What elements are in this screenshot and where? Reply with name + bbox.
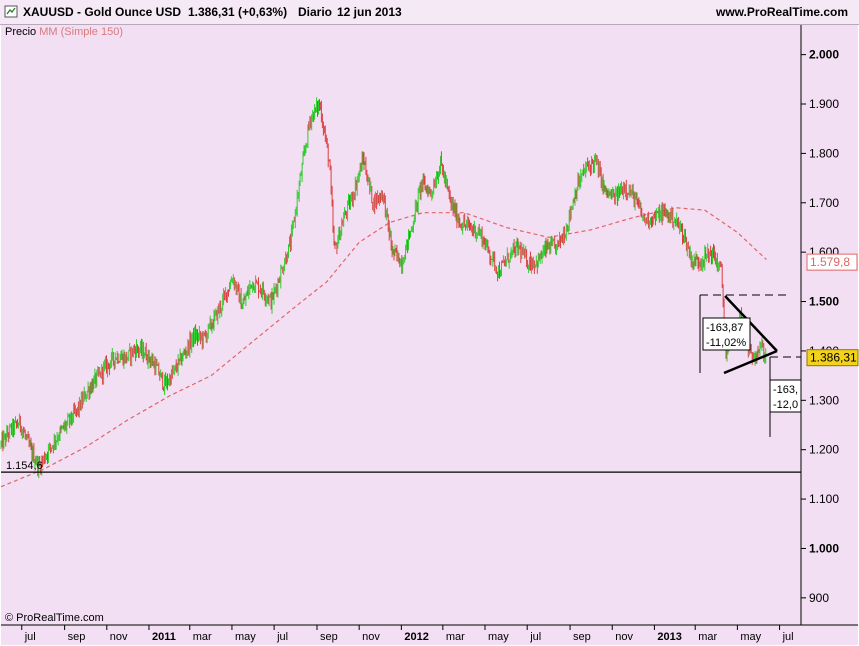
x-tick-label: nov — [615, 631, 633, 643]
x-tick-label: sep — [68, 631, 86, 643]
ma-price-badge-label: 1.579,8 — [810, 255, 850, 269]
x-tick-label: nov — [110, 631, 128, 643]
ma-price-badge — [806, 253, 858, 271]
plot-background — [1, 25, 801, 625]
x-axis: jul sep nov 2011 mar may jul sep nov 2012 mar may ju… — [21, 625, 794, 643]
y-tick-label: 1.500 — [809, 295, 839, 309]
x-tick-label: nov — [362, 631, 380, 643]
annotation-2-line-1: -163, — [773, 384, 798, 396]
site-label: www.ProRealTime.com — [716, 5, 849, 19]
x-tick-label: 2012 — [404, 631, 428, 643]
y-tick-label: 2.000 — [809, 48, 839, 62]
copyright: © ProRealTime.com — [5, 612, 104, 624]
x-tick-label: 2013 — [657, 631, 681, 643]
x-tick-label: mar — [446, 631, 465, 643]
y-tick-label: 900 — [809, 591, 829, 605]
y-tick-label: 1.700 — [809, 196, 839, 210]
x-tick-label: may — [740, 631, 761, 643]
x-tick-label: jul — [24, 631, 36, 643]
x-tick-label: may — [235, 631, 256, 643]
x-tick-label: jul — [782, 631, 794, 643]
y-tick-label: 1.000 — [809, 541, 839, 555]
chart-header: XAUUSD - Gold Ounce USD 1.386,31 (+0,63%… — [0, 0, 859, 25]
x-tick-label: 2011 — [152, 631, 176, 643]
x-tick-label: may — [488, 631, 509, 643]
price-change: 1.386,31 (+0,63%) — [188, 5, 288, 19]
y-axis-panel — [801, 25, 858, 625]
symbol-icon — [4, 5, 18, 19]
support-line-label: 1.154,6 — [6, 460, 43, 472]
date-label: 12 jun 2013 — [337, 5, 402, 19]
annotation-box-2 — [769, 379, 802, 413]
y-tick-label: 1.800 — [809, 146, 839, 160]
last-price-badge-label: 1.386,31 — [810, 351, 857, 365]
symbol-title: XAUUSD - Gold Ounce USD — [23, 5, 182, 19]
y-axis: 2.0001.9001.8001.7001.6001.5001.4001.300… — [801, 48, 839, 605]
x-axis-panel — [1, 625, 858, 645]
legend: Precio MM (Simple 150) — [5, 26, 123, 38]
annotation-1-line-1: -163,87 — [706, 322, 743, 334]
y-tick-label: 1.300 — [809, 393, 839, 407]
triangle-upper-line — [724, 295, 778, 352]
horizontal-lines-layer: 1.154,6 — [1, 460, 801, 473]
legend-price: Precio — [5, 26, 37, 38]
x-tick-label: sep — [573, 631, 591, 643]
annotation-1-line-2: -11,02% — [706, 337, 746, 349]
drawings-layer: -163,87 -11,02% -163, -12,0 — [699, 294, 802, 437]
triangle-lower-line — [723, 349, 778, 375]
annotation-box-1 — [702, 317, 751, 351]
y-tick-label: 1.900 — [809, 97, 839, 111]
last-price-badge — [806, 349, 859, 367]
period-label: Diario — [298, 5, 333, 19]
legend-ma: MM (Simple 150) — [39, 26, 123, 38]
x-tick-label: jul — [276, 631, 288, 643]
candles-layer — [0, 97, 767, 479]
price-badges: 1.579,8 1.386,31 — [806, 253, 859, 367]
x-tick-label: mar — [698, 631, 717, 643]
x-tick-label: jul — [529, 631, 541, 643]
annotation-2-line-2: -12,0 — [773, 399, 798, 411]
x-tick-label: sep — [320, 631, 338, 643]
y-tick-label: 1.200 — [809, 443, 839, 457]
x-tick-label: mar — [193, 631, 212, 643]
y-tick-label: 1.100 — [809, 492, 839, 506]
